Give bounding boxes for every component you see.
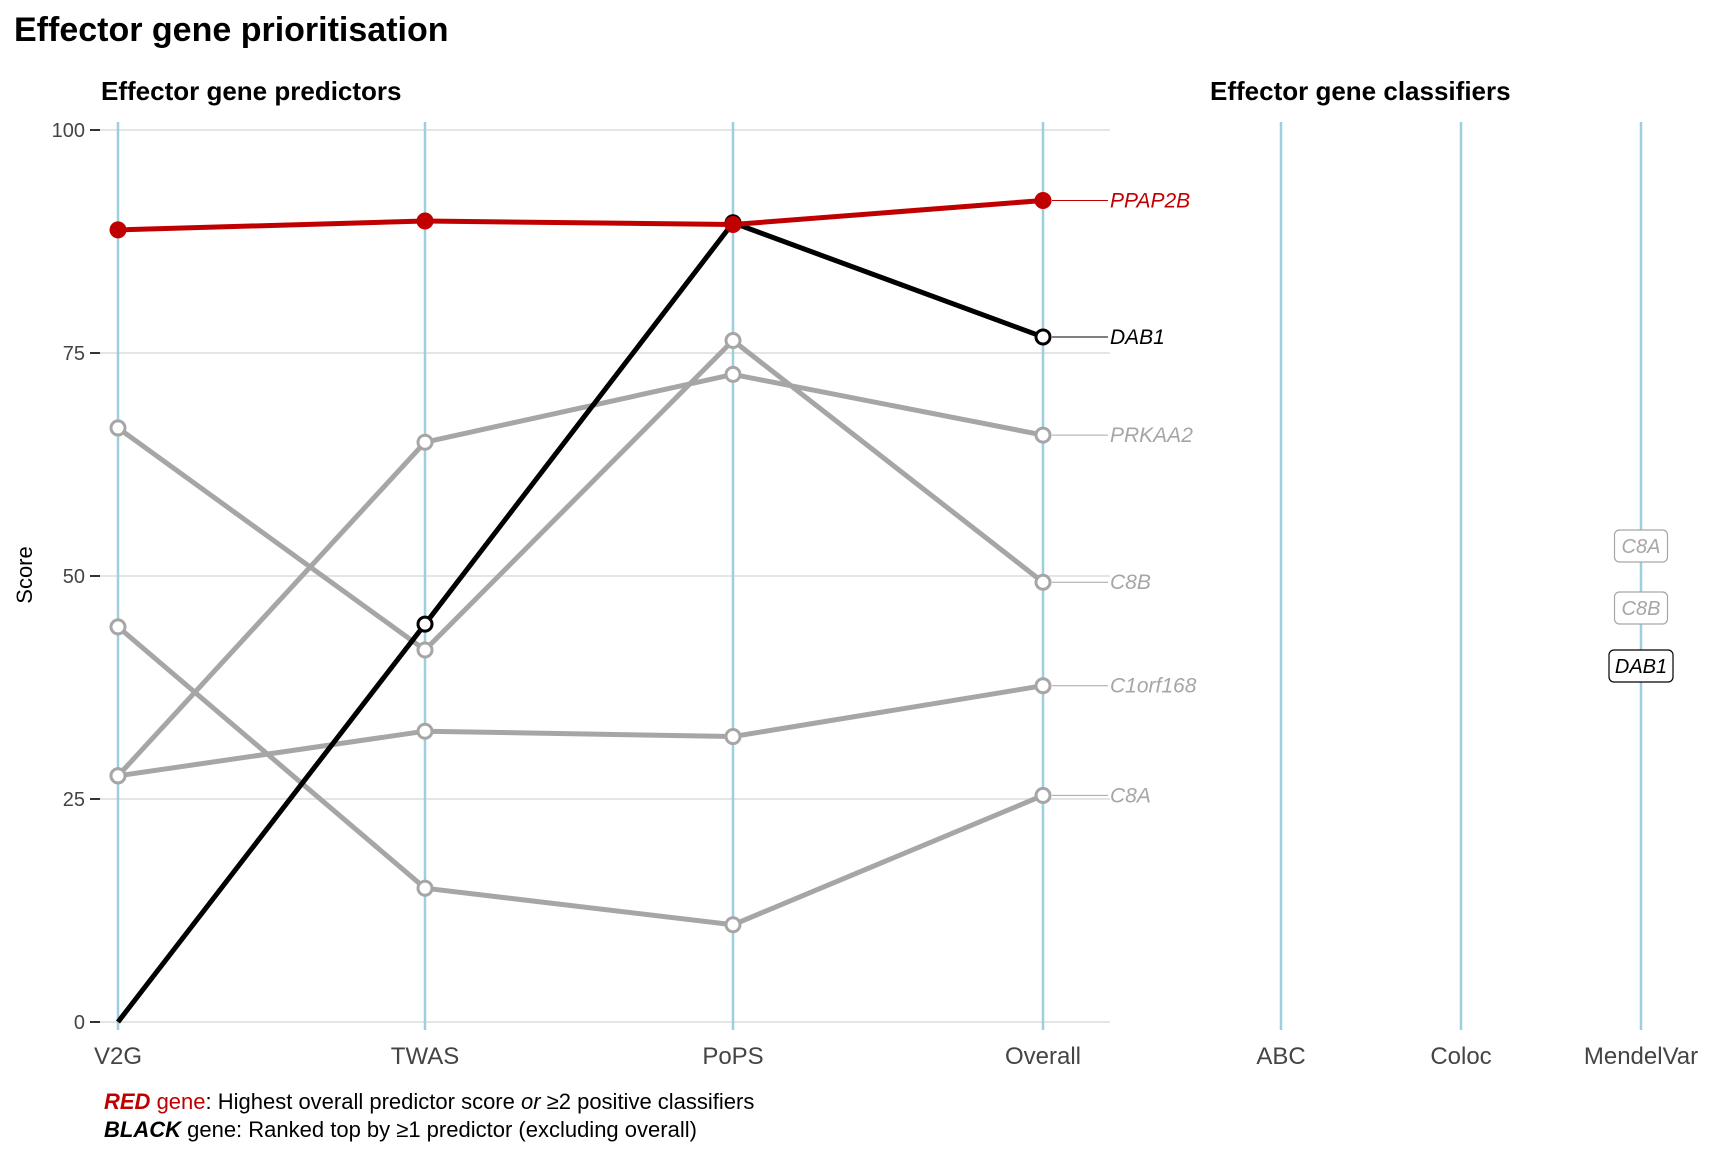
predictors-panel-title: Effector gene predictors — [101, 76, 402, 106]
legend-note-black: BLACK gene: Ranked top by ≥1 predictor (… — [104, 1116, 697, 1144]
x-tick-label-pops: PoPS — [702, 1043, 763, 1070]
black-word: BLACK — [104, 1117, 181, 1142]
axis-layer: V2G TWAS PoPS Overall ABC Coloc MendelVar — [94, 122, 1698, 1070]
point-prkaa2-pops — [724, 365, 742, 383]
y-tick-label-50: 50 — [63, 566, 85, 588]
classifier-box-dab1 — [1608, 649, 1674, 683]
y-axis-label: Score — [12, 546, 37, 603]
classifiers-panel-title: Effector gene classifiers — [1210, 76, 1511, 106]
series-line-ppap2b — [117, 197, 1044, 233]
point-prkaa2-overall — [1034, 426, 1052, 444]
point-ppap2b-twas — [416, 212, 434, 230]
red-word: RED — [104, 1089, 151, 1114]
point-c8b-twas — [416, 641, 434, 659]
series-line-c8a — [116, 624, 1044, 928]
main-title: Effector gene prioritisation — [14, 11, 449, 49]
legend-note-red: RED gene: Highest overall predictor scor… — [104, 1088, 754, 1116]
classifier-box-c8a — [1613, 529, 1669, 563]
red-gene-word: gene — [150, 1089, 206, 1114]
gene-label-ppap2b: PPAP2B — [1110, 189, 1190, 212]
point-c8a-overall — [1034, 786, 1052, 804]
y-tick-label-25: 25 — [63, 789, 85, 811]
series-line-dab1 — [116, 220, 1044, 1024]
series-line-c1orf168 — [117, 683, 1044, 779]
point-c1orf168-overall — [1034, 677, 1052, 695]
gene-label-layer: C8A C1orf168 C8B PRKAA2 DAB1 PPAP2B — [1052, 189, 1197, 807]
point-ppap2b-pops — [724, 216, 742, 234]
point-dab1-overall — [1034, 328, 1052, 346]
classifier-tick-label-mendelvar: MendelVar — [1584, 1043, 1698, 1070]
gene-label-prkaa2: PRKAA2 — [1110, 424, 1193, 447]
x-tick-label-twas: TWAS — [391, 1043, 459, 1070]
point-c1orf168-twas — [416, 722, 434, 740]
classifier-label-c8a: C8A — [1622, 536, 1661, 558]
point-dab1-twas — [416, 615, 434, 633]
red-note-text-a: : Highest overall predictor score — [205, 1089, 521, 1114]
point-c8b-overall — [1034, 573, 1052, 591]
red-note-or: or — [520, 1089, 541, 1114]
series-line-c8b — [116, 338, 1045, 653]
classifier-tick-label-coloc: Coloc — [1430, 1043, 1491, 1070]
series-layer — [109, 191, 1052, 1024]
x-tick-label-overall: Overall — [1005, 1043, 1081, 1070]
gene-label-dab1: DAB1 — [1110, 326, 1165, 349]
point-c8a-twas — [416, 879, 434, 897]
gene-label-c8a: C8A — [1110, 784, 1151, 807]
point-ppap2b-v2g — [109, 221, 127, 239]
point-prkaa2-v2g — [109, 767, 127, 785]
series-line-prkaa2 — [116, 371, 1044, 778]
point-c8a-pops — [724, 916, 742, 934]
black-note-text: gene: Ranked top by ≥1 predictor (exclud… — [181, 1117, 697, 1142]
classifier-layer: C8A C8B DAB1 — [1608, 529, 1674, 683]
point-c8a-v2g — [109, 618, 127, 636]
classifier-label-dab1: DAB1 — [1615, 656, 1667, 678]
red-note-text-b: ≥2 positive classifiers — [540, 1089, 755, 1114]
red-label: RED gene — [104, 1089, 206, 1114]
point-prkaa2-twas — [416, 433, 434, 451]
y-tick-label-100: 100 — [52, 120, 85, 142]
gene-label-c1orf168: C1orf168 — [1110, 675, 1197, 698]
grid-layer: 0 25 50 75 100 — [52, 120, 1110, 1034]
point-c1orf168-pops — [724, 728, 742, 746]
x-tick-label-v2g: V2G — [94, 1043, 142, 1070]
point-ppap2b-overall — [1034, 191, 1052, 209]
classifier-label-c8b: C8B — [1622, 598, 1661, 620]
y-tick-label-0: 0 — [74, 1012, 85, 1034]
gene-label-c8b: C8B — [1110, 571, 1151, 594]
point-c8b-pops — [724, 332, 742, 350]
classifier-tick-label-abc: ABC — [1256, 1043, 1305, 1070]
y-tick-label-75: 75 — [63, 343, 85, 365]
classifier-box-c8b — [1613, 591, 1669, 625]
point-c8b-v2g — [109, 419, 127, 437]
